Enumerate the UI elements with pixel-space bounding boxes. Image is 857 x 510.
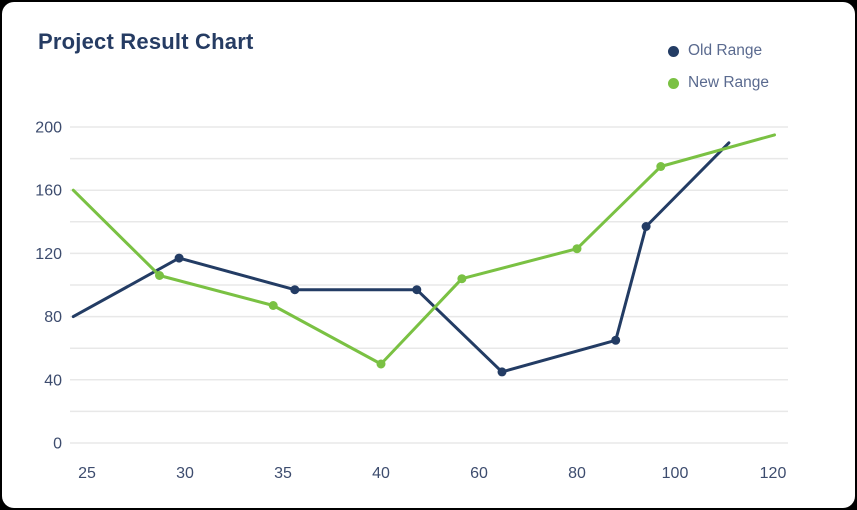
x-axis-tick-label: 40 xyxy=(372,465,390,482)
series-line-old-range xyxy=(71,141,731,374)
x-axis-tick-label: 25 xyxy=(78,465,96,482)
x-axis-tick-label: 80 xyxy=(568,465,586,482)
y-axis-tick-label: 0 xyxy=(53,436,62,453)
data-point-marker-new-range xyxy=(376,359,386,369)
data-point-marker-new-range xyxy=(155,271,164,280)
x-axis-tick-label: 30 xyxy=(176,465,194,482)
data-point-marker-new-range xyxy=(656,162,666,171)
y-axis-tick-label: 200 xyxy=(35,120,62,137)
y-axis-tick-label: 120 xyxy=(35,246,62,263)
old-range-dot-icon xyxy=(668,45,679,57)
chart-title: Project Result Chart xyxy=(38,29,254,54)
y-axis-tick-label: 80 xyxy=(44,309,62,326)
data-point-marker-new-range xyxy=(457,274,467,284)
x-axis-tick-label: 120 xyxy=(760,465,787,482)
x-axis-tick-label: 100 xyxy=(662,465,689,482)
data-point-marker-old-range xyxy=(611,335,621,345)
new-range-dot-icon xyxy=(668,77,679,89)
data-point-marker-old-range xyxy=(174,253,184,263)
x-axis-tick-label: 35 xyxy=(274,465,292,482)
legend-item-old-range[interactable]: Old Range xyxy=(668,42,769,60)
legend: Old Range New Range xyxy=(668,42,769,92)
data-point-marker-old-range xyxy=(290,285,300,295)
y-axis-tick-label: 160 xyxy=(35,183,62,200)
y-axis-tick-label: 40 xyxy=(44,372,62,389)
legend-label-new-range: New Range xyxy=(688,74,769,91)
data-point-marker-old-range xyxy=(641,222,651,231)
data-point-marker-old-range xyxy=(412,285,422,295)
data-point-marker-new-range xyxy=(572,244,582,254)
legend-item-new-range[interactable]: New Range xyxy=(668,74,769,92)
legend-label-old-range: Old Range xyxy=(688,42,763,59)
x-axis-tick-label: 60 xyxy=(470,465,488,482)
data-point-marker-new-range xyxy=(268,301,278,310)
data-point-marker-old-range xyxy=(497,367,507,377)
series-line-new-range xyxy=(71,133,776,366)
